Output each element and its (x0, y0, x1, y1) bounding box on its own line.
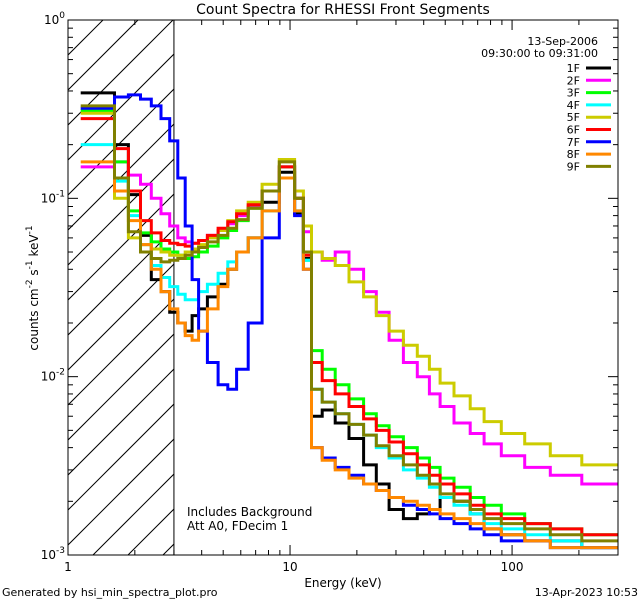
time-label: 09:30:00 to 09:31:00 (481, 47, 598, 60)
hatch-line (68, 228, 174, 336)
legend-label-3F: 3F (567, 87, 580, 100)
legend-label-2F: 2F (567, 74, 580, 87)
x-tick-label: 1 (64, 560, 72, 574)
hatch-line (68, 438, 174, 546)
series-line-9F (80, 104, 618, 543)
hatch-line (68, 368, 174, 476)
hatch-line (68, 53, 174, 161)
date-label: 13-Sep-2006 (527, 35, 598, 48)
hatch-line (68, 193, 174, 301)
y-label-mid2: keV (27, 234, 41, 261)
chart-title: Count Spectra for RHESSI Front Segments (196, 2, 490, 18)
x-tick-label: 10 (282, 560, 297, 574)
legend-label-8F: 8F (567, 148, 580, 161)
legend-label-7F: 7F (567, 136, 580, 149)
x-tick-label: 100 (501, 560, 524, 574)
y-label-mid1: s (27, 269, 41, 279)
annotation-background: Includes Background (187, 505, 312, 519)
y-tick-label: 10-3 (41, 546, 65, 562)
y-label-exp3: -1 (25, 225, 35, 234)
x-axis-ticks: 1 10 100 (64, 20, 619, 574)
plot-frame (67, 19, 619, 556)
hatch-line (68, 88, 174, 196)
footer-timestamp: 13-Apr-2023 10:53 (535, 586, 638, 599)
hatch-line (68, 333, 174, 441)
hatch-line (68, 158, 174, 266)
x-axis-label: Energy (keV) (304, 576, 381, 590)
hatch-line (68, 403, 174, 511)
hatch-line (68, 20, 104, 56)
y-label-exp1: -2 (25, 279, 35, 288)
footer-generated-by: Generated by hsi_min_spectra_plot.pro (2, 586, 218, 599)
y-axis-ticks: 100 10-1 10-2 10-3 (41, 11, 618, 562)
legend-label-6F: 6F (567, 124, 580, 137)
legend-label-9F: 9F (567, 160, 580, 173)
y-tick-label: 100 (44, 11, 65, 27)
hatch-line (68, 263, 174, 371)
y-tick-label: 10-2 (41, 368, 65, 384)
legend-label-5F: 5F (567, 111, 580, 124)
y-label-exp2: -1 (25, 260, 35, 269)
y-label-main: counts cm (27, 288, 41, 350)
hatched-region (68, 20, 174, 555)
legend-label-1F: 1F (567, 62, 580, 75)
series-line-7F (80, 93, 618, 550)
legend-label-4F: 4F (567, 99, 580, 112)
annotation-attenuator: Att A0, FDecim 1 (187, 519, 288, 533)
svg-text:counts cm-2 s-1 keV-1: counts cm-2 s-1 keV-1 (25, 225, 41, 350)
hatch-line (68, 20, 139, 91)
y-axis-label: counts cm-2 s-1 keV-1 (25, 225, 41, 350)
series-line-8F (80, 160, 618, 550)
series-lines (80, 91, 618, 550)
y-tick-label: 10-1 (41, 189, 65, 205)
